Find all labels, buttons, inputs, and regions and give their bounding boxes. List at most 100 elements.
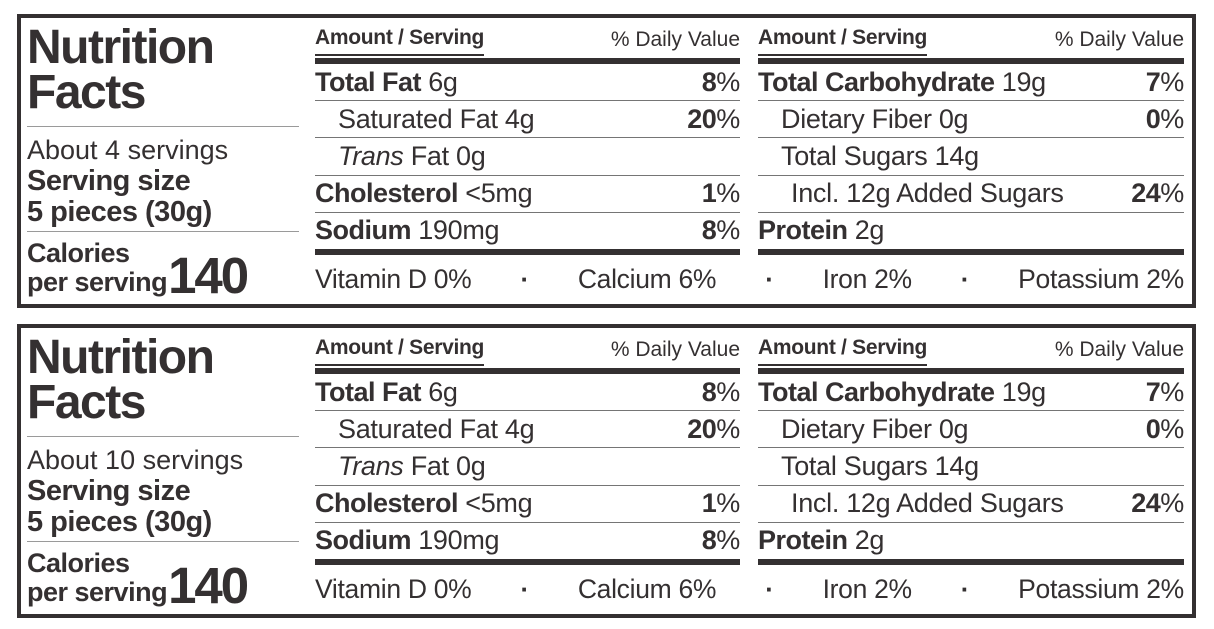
amount-serving-header: Amount / Serving <box>758 26 927 56</box>
nutrient-name: Sodium 190mg <box>315 525 500 556</box>
daily-value: 24% <box>1131 488 1184 519</box>
nutrient-amount: 19g <box>994 376 1046 407</box>
nutrient-name: Protein 2g <box>758 525 884 556</box>
nutrient-row-trans-fat: Trans Fat 0g <box>315 138 740 176</box>
thick-rule <box>315 368 740 374</box>
nutrient-row-sodium: Sodium 190mg 8% <box>315 213 740 249</box>
percent-sign: % <box>716 66 740 97</box>
nutrition-facts-panel-2: Nutrition Facts About 10 servings Servin… <box>17 324 1196 618</box>
daily-value-header: % Daily Value <box>610 28 740 51</box>
daily-value: 8% <box>701 376 741 408</box>
nutrient-row-dietary-fiber: Dietary Fiber 0g 0% <box>758 411 1184 449</box>
micronutrient-iron: Iron 2% <box>822 574 913 604</box>
daily-value: 8% <box>702 525 741 556</box>
nutrient-tables: Amount / Serving % Daily Value Total Fat… <box>315 334 1184 606</box>
dot-separator: · <box>765 574 774 604</box>
dv-number: 1 <box>701 488 717 519</box>
nutrient-name: Trans Fat 0g <box>315 451 486 482</box>
calories-word: Calories <box>27 238 130 269</box>
serving-size-label: Serving size <box>27 474 191 507</box>
micronutrients-row: Vitamin D 0% · Calcium 6% · Iron 2% · Po… <box>315 565 1184 606</box>
nutrient-amount: <5mg <box>458 178 533 209</box>
nutrient-amount: 2g <box>847 215 885 246</box>
column-header: Amount / Serving % Daily Value <box>315 24 740 56</box>
nutrient-amount: Dietary Fiber 0g <box>781 103 969 134</box>
thick-rule <box>758 58 1184 64</box>
nutrient-column-right: Amount / Serving % Daily Value Total Car… <box>758 24 1184 255</box>
percent-sign: % <box>1160 413 1184 444</box>
percent-sign: % <box>716 215 740 246</box>
nutrient-columns: Amount / Serving % Daily Value Total Fat… <box>315 334 1184 565</box>
nutrient-row-cholesterol: Cholesterol <5mg 1% <box>315 486 740 523</box>
nutrition-facts-panel-1: Nutrition Facts About 4 servings Serving… <box>17 14 1196 308</box>
percent-sign: % <box>1160 376 1184 407</box>
dv-number: 8 <box>701 215 717 246</box>
nutrient-amount: Incl. 12g Added Sugars <box>791 488 1064 519</box>
nutrient-name: Incl. 12g Added Sugars <box>758 488 1064 519</box>
dot-separator: · <box>520 574 529 604</box>
nutrient-name: Sodium 190mg <box>315 215 500 246</box>
dv-number: 1 <box>701 178 717 209</box>
label-info-column: Nutrition Facts About 10 servings Servin… <box>27 334 299 611</box>
title-line-1: Nutrition <box>27 21 215 74</box>
nutrient-columns: Amount / Serving % Daily Value Total Fat… <box>315 24 1184 255</box>
dot-separator: · <box>765 264 774 294</box>
servings-per-container: About 10 servings <box>27 445 244 476</box>
nutrient-amount: Total Sugars 14g <box>781 451 979 481</box>
daily-value: 20% <box>687 104 740 135</box>
divider <box>27 541 299 543</box>
nutrient-amount: 2g <box>847 525 885 556</box>
dv-number: 0 <box>1145 103 1161 134</box>
nutrient-name: Saturated Fat 4g <box>315 414 535 445</box>
dv-number: 7 <box>1145 66 1161 97</box>
column-header: Amount / Serving % Daily Value <box>315 334 740 366</box>
nutrient-row-total-fat: Total Fat 6g 8% <box>315 374 741 412</box>
nutrient-amount: Fat 0g <box>403 141 486 171</box>
nutrient-name: Total Sugars 14g <box>758 141 979 172</box>
column-header: Amount / Serving % Daily Value <box>758 24 1184 56</box>
nutrient-bold: Total Fat <box>315 376 422 407</box>
dv-number: 0 <box>1145 413 1161 444</box>
dv-number: 24 <box>1131 178 1161 209</box>
per-serving-word: per serving <box>27 266 168 297</box>
nutrient-amount: 19g <box>994 66 1046 97</box>
nutrient-bold: Sodium <box>315 525 412 556</box>
nutrient-name: Incl. 12g Added Sugars <box>758 178 1064 209</box>
dv-number: 8 <box>701 66 717 97</box>
serving-size-value: 5 pieces (30g) <box>27 505 212 538</box>
nutrient-bold: Total Fat <box>315 66 422 97</box>
micronutrient-potassium: Potassium 2% <box>1018 264 1184 294</box>
nutrient-bold: Cholesterol <box>315 488 459 519</box>
nutrient-row-added-sugars: Incl. 12g Added Sugars 24% <box>758 176 1184 213</box>
nutrient-row-total-sugars: Total Sugars 14g <box>758 138 1184 176</box>
micronutrient-vitamin-d: Vitamin D 0% <box>315 264 472 294</box>
amount-serving-header: Amount / Serving <box>315 26 484 56</box>
nutrient-row-cholesterol: Cholesterol <5mg 1% <box>315 176 740 213</box>
nutrient-name: Cholesterol <5mg <box>315 178 533 209</box>
title-line-2: Facts <box>27 65 146 119</box>
nutrient-bold: Protein <box>758 215 848 246</box>
nutrient-row-trans-fat: Trans Fat 0g <box>315 448 740 486</box>
nutrient-row-sodium: Sodium 190mg 8% <box>315 523 740 559</box>
percent-sign: % <box>716 376 740 407</box>
nutrient-row-saturated-fat: Saturated Fat 4g 20% <box>315 411 740 449</box>
nutrient-row-total-carbohydrate: Total Carbohydrate 19g 7% <box>758 374 1184 412</box>
nutrient-amount: Total Sugars 14g <box>781 141 979 171</box>
percent-sign: % <box>716 103 740 134</box>
dot-separator: · <box>960 264 970 294</box>
amount-serving-header: Amount / Serving <box>315 336 484 366</box>
nutrient-row-protein: Protein 2g <box>758 213 1184 249</box>
servings-per-container: About 4 servings <box>27 135 229 166</box>
nutrient-row-added-sugars: Incl. 12g Added Sugars 24% <box>758 486 1184 523</box>
nutrient-name: Protein 2g <box>758 215 884 246</box>
calories-word: Calories <box>27 548 130 579</box>
daily-value: 20% <box>687 414 740 445</box>
nutrient-row-dietary-fiber: Dietary Fiber 0g 0% <box>758 101 1184 139</box>
nutrient-row-protein: Protein 2g <box>758 523 1184 559</box>
nutrient-column-left: Amount / Serving % Daily Value Total Fat… <box>315 24 740 255</box>
nutrient-row-total-sugars: Total Sugars 14g <box>758 448 1184 486</box>
dv-number: 8 <box>701 376 717 407</box>
nutrient-name: Total Carbohydrate 19g <box>758 377 1046 408</box>
micronutrients-row: Vitamin D 0% · Calcium 6% · Iron 2% · Po… <box>315 255 1184 296</box>
